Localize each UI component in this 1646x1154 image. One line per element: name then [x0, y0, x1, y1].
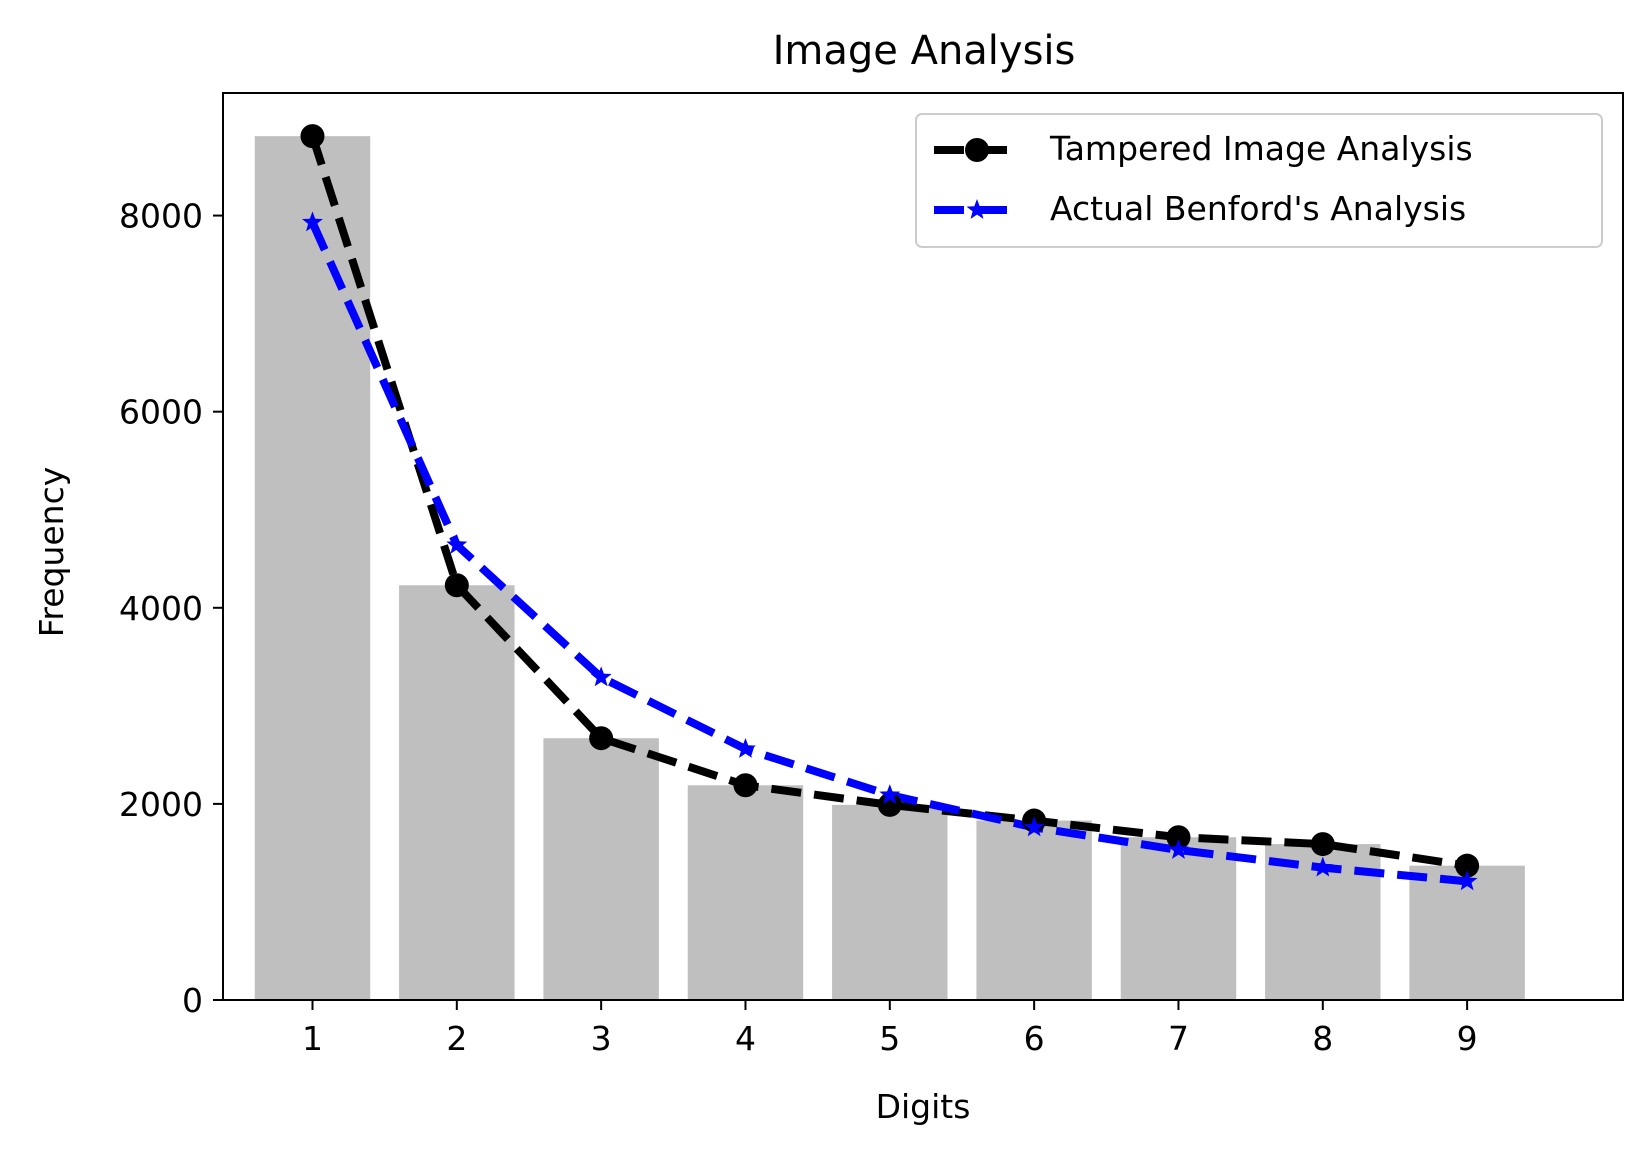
y-tick-label: 0 [182, 981, 203, 1020]
x-tick-label: 3 [591, 1019, 612, 1058]
series-0-point-5 [877, 792, 902, 817]
legend-label-benford: Actual Benford's Analysis [1050, 189, 1466, 228]
legend: Tampered Image Analysis Actual Benford's… [915, 113, 1603, 248]
x-tick-label: 8 [1312, 1019, 1333, 1058]
legend-label-tampered: Tampered Image Analysis [1049, 129, 1473, 168]
series-0-point-4 [733, 773, 758, 798]
x-tick-label: 6 [1024, 1019, 1045, 1058]
legend-marker-1 [966, 199, 988, 219]
legend-frame [915, 113, 1603, 248]
series-1-point-3 [590, 666, 612, 687]
bar-9 [1409, 865, 1525, 1000]
series-0-point-9 [1455, 853, 1480, 878]
y-tick-label: 8000 [119, 197, 203, 236]
series-0-point-2 [444, 573, 469, 598]
bar-4 [687, 785, 804, 1000]
series-1-point-6 [1023, 816, 1045, 837]
series-1-point-2 [446, 534, 468, 554]
series-0-point-1 [300, 124, 325, 149]
x-tick-label: 7 [1168, 1019, 1189, 1058]
series-1-point-1 [302, 211, 323, 232]
y-tick-label: 4000 [119, 589, 203, 628]
x-tick-label: 4 [735, 1019, 756, 1058]
legend-marker-0 [965, 138, 989, 162]
plot-frame [222, 92, 1624, 1001]
series-markers [300, 124, 1480, 891]
series-1-point-8 [1312, 856, 1334, 877]
y-axis-label: Frequency [32, 467, 71, 637]
x-axis-ticks: 1 2 3 4 5 6 7 8 9 [302, 1000, 1478, 1058]
series-1-point-9 [1456, 870, 1478, 891]
series-0-point-3 [589, 726, 614, 751]
series-1-point-5 [879, 784, 901, 804]
x-axis-label: Digits [876, 1087, 971, 1126]
series-1-point-4 [735, 737, 756, 758]
x-tick-label: 1 [302, 1019, 323, 1058]
y-axis-ticks: 0 2000 4000 6000 8000 [119, 197, 223, 1020]
bar-3 [543, 738, 659, 1000]
bar-group [254, 136, 1525, 1000]
chart-title: Image Analysis [773, 28, 1076, 74]
legend-entries [934, 138, 1020, 219]
bar-7 [1120, 837, 1237, 1000]
series-1-point-7 [1168, 838, 1189, 859]
y-tick-label: 6000 [119, 393, 203, 432]
bar-1 [254, 136, 371, 1000]
x-tick-label: 2 [446, 1019, 467, 1058]
bar-6 [976, 820, 1092, 1000]
x-tick-label: 9 [1457, 1019, 1478, 1058]
x-tick-label: 5 [879, 1019, 900, 1058]
y-tick-label: 2000 [119, 785, 203, 824]
series-0-point-8 [1310, 832, 1335, 857]
bar-5 [832, 804, 948, 1000]
bar-2 [399, 585, 515, 1000]
series-line-0 [308, 134, 1468, 870]
series-0-point-7 [1166, 825, 1191, 850]
